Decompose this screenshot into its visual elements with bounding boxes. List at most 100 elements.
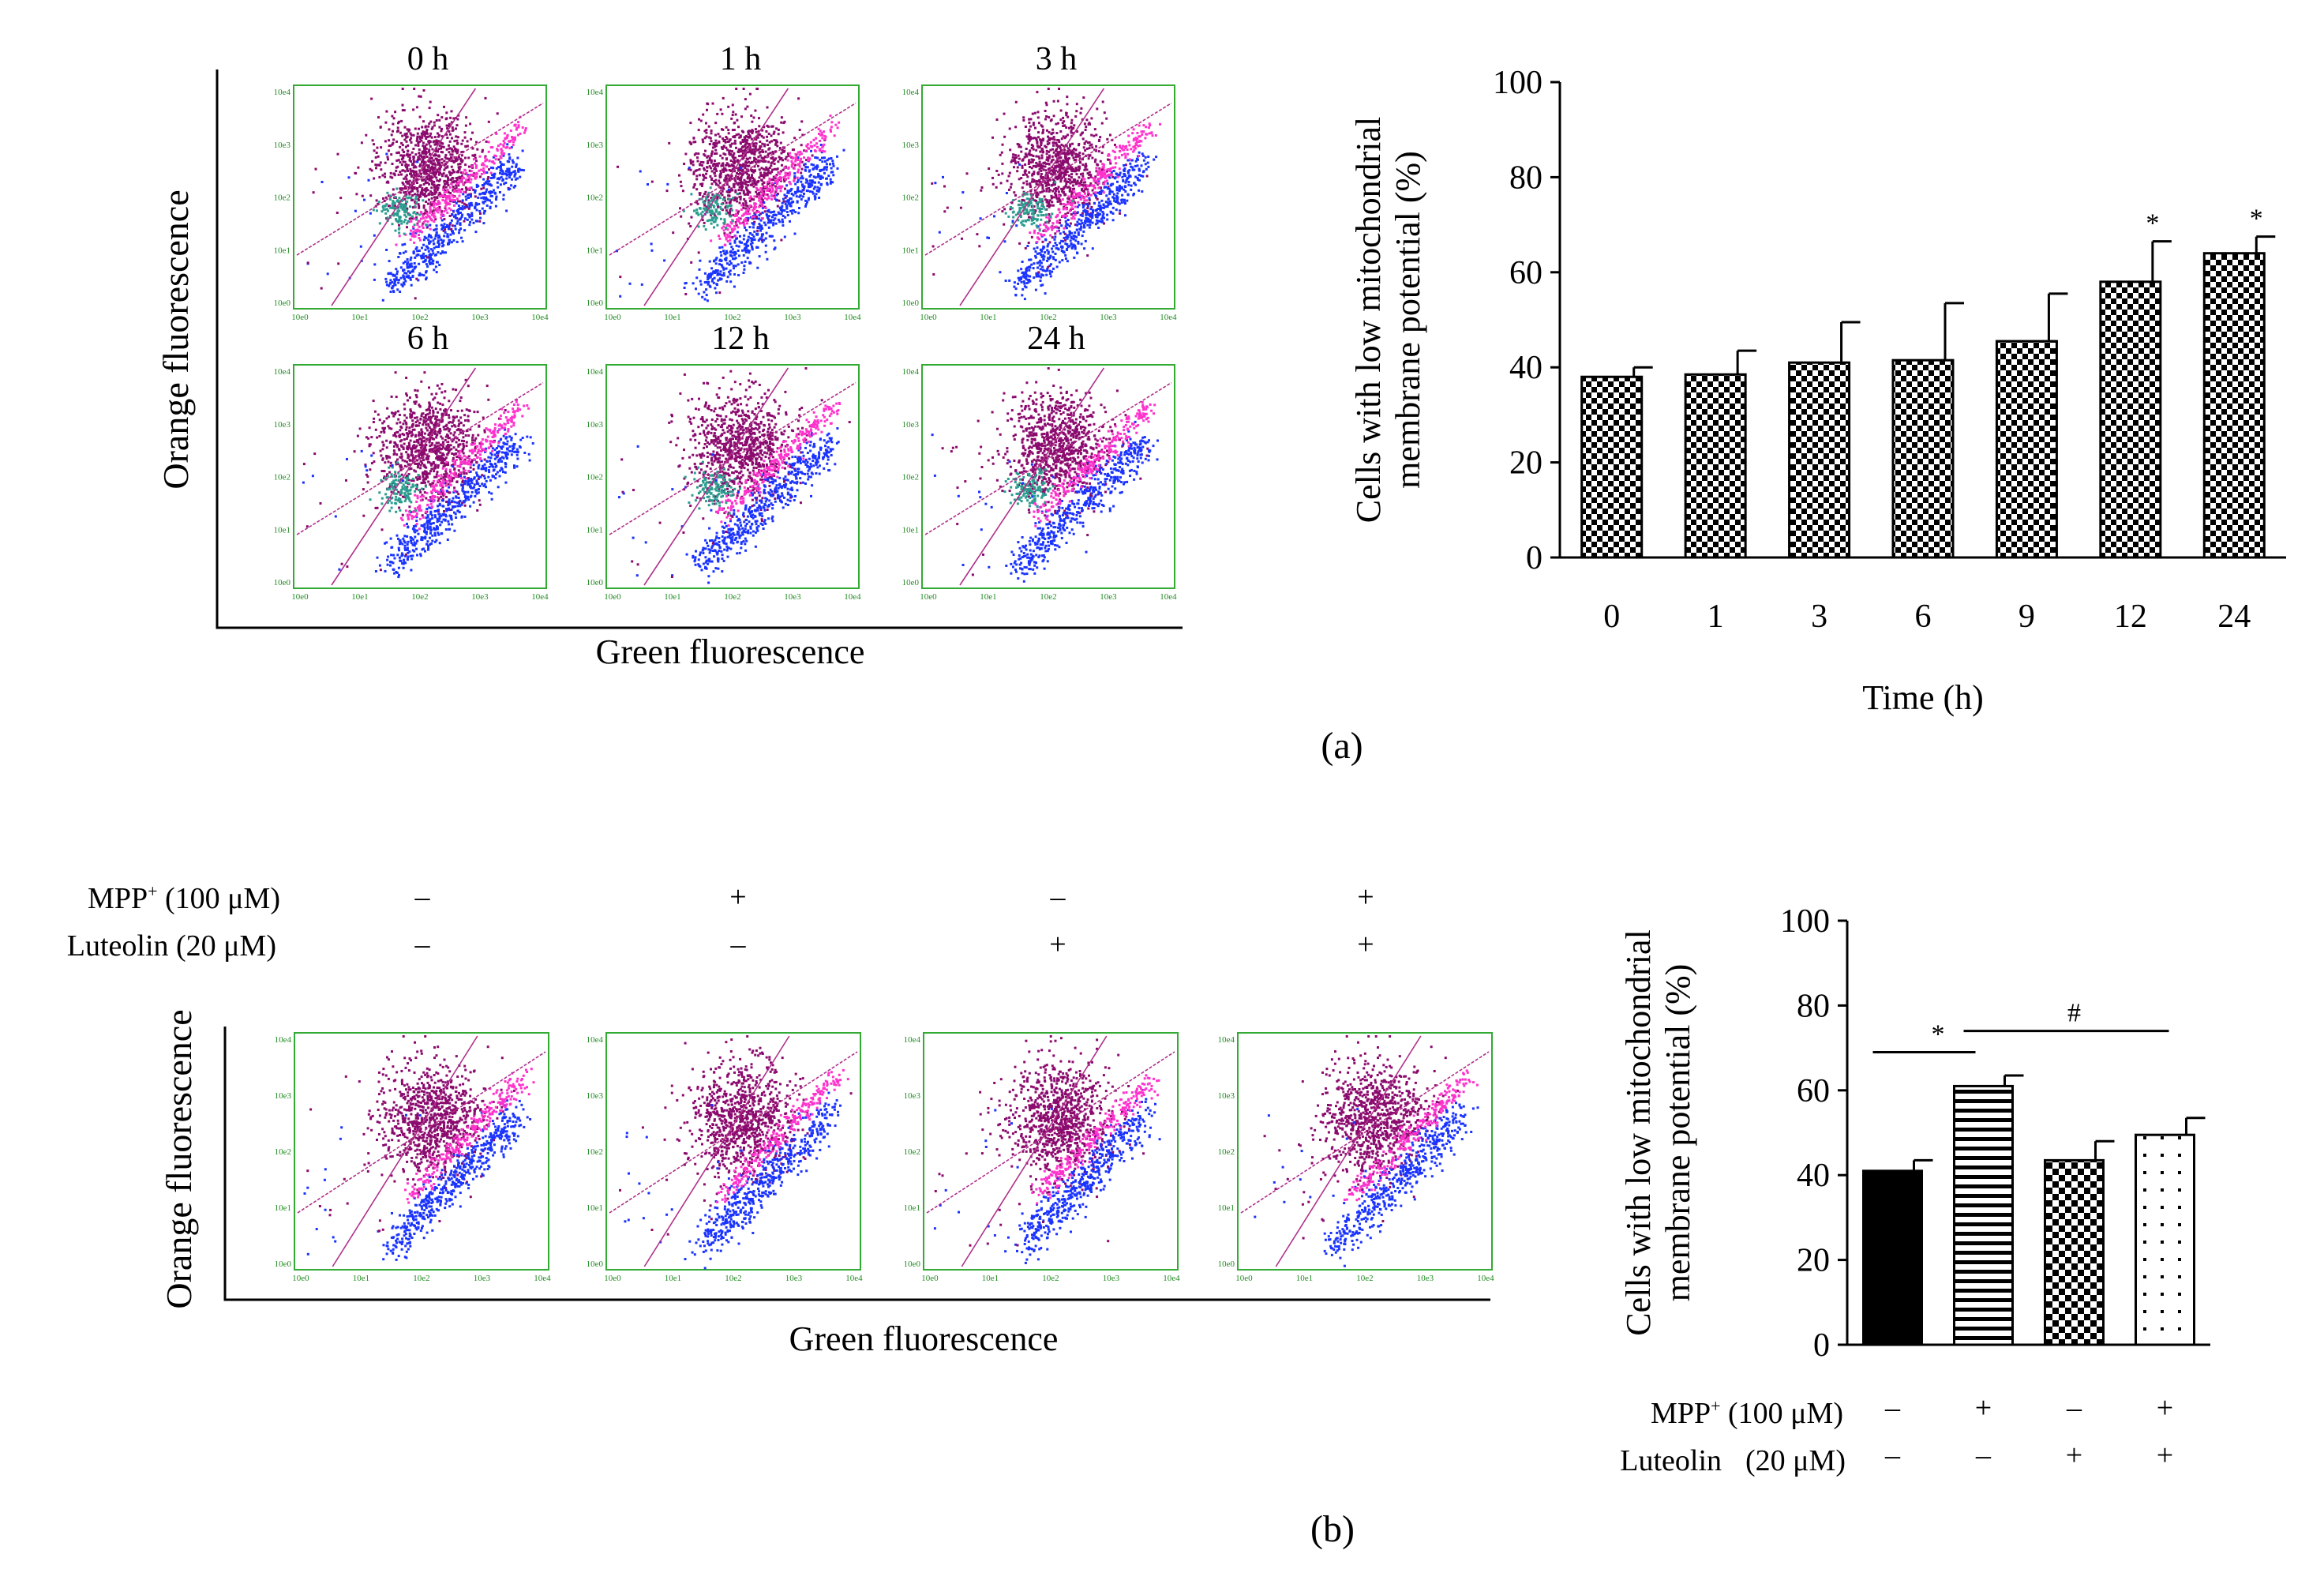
flow-y-tick-label: 10e3 (902, 420, 920, 430)
bar (2202, 252, 2266, 559)
flow-x-tick-label: 10e4 (1160, 313, 1177, 322)
flow-y-tick-label: 10e3 (587, 420, 604, 430)
chart-b-luteolin-sign: – (1975, 1439, 1992, 1472)
flow-y-tick-label: 10e0 (587, 578, 604, 587)
flow-x-tick-label: 10e2 (411, 592, 428, 602)
y-tick-label: 60 (1509, 255, 1542, 291)
treatment-luteolin-sign: + (1049, 928, 1066, 961)
flow-gate-line (609, 1051, 858, 1214)
flow-x-tick-label: 10e4 (844, 592, 861, 602)
y-tick-label: 60 (1797, 1073, 1830, 1109)
treatment-mpp-sign: + (729, 880, 746, 914)
flow-y-tick-label: 10e4 (274, 88, 291, 97)
flow-x-tick-label: 10e4 (531, 592, 549, 602)
chart-b-treatment-label-mpp: MPP+ (100 μM) (1651, 1396, 1843, 1430)
flow-x-tick-label: 10e0 (920, 313, 937, 322)
bar (2135, 1133, 2195, 1346)
panel-b-label: (b) (1310, 1508, 1355, 1550)
chart-b-mpp-sign: – (2066, 1391, 2082, 1424)
chart-b-luteolin-sign: – (1884, 1439, 1901, 1472)
y-tick-label: 0 (1813, 1327, 1830, 1364)
flow-gate-line (297, 1051, 546, 1214)
flow-dots (933, 1035, 1161, 1264)
flow-x-tick-label: 10e0 (604, 1274, 621, 1283)
flow-x-tick-label: 10e2 (1356, 1274, 1373, 1283)
panel-b-treatment-header: MPP+ (100 μM) Luteolin (20 μM) – + – + – – + + (67, 880, 1374, 963)
bar (1953, 1084, 2014, 1346)
flow-y-tick-label: 10e1 (902, 246, 919, 255)
flow-y-tick-label: 10e4 (1218, 1035, 1235, 1045)
significance-marker: * (2250, 205, 2263, 234)
flow-y-tick-label: 10e4 (902, 367, 920, 377)
flow-x-tick-label: 10e1 (353, 1274, 369, 1283)
flow-dots (306, 88, 527, 302)
flow-plot: 3 h 10e0 10e1 10e2 10e3 10e4 10e0 10e1 10e2 10e3 1… (902, 41, 1178, 322)
flow-x-tick-label: 10e0 (920, 592, 937, 602)
flow-gate-line (331, 367, 477, 586)
flow-gate-line (296, 381, 544, 535)
flow-gate-line (961, 1035, 1108, 1267)
flow-y-tick-label: 10e2 (274, 473, 290, 482)
flow-y-tick-label: 10e2 (587, 473, 603, 482)
bar (1788, 361, 1851, 559)
flow-gate-line (609, 102, 857, 256)
panel-a-label: (a) (1321, 725, 1363, 767)
panel-a-flow-ylabel: Orange fluorescence (156, 190, 196, 489)
flow-y-tick-label: 10e3 (275, 1091, 292, 1101)
bar (1995, 340, 2058, 559)
flow-y-tick-label: 10e3 (902, 141, 920, 150)
flow-plot: 12 h 10e0 10e1 10e2 10e3 10e4 10e0 10e1 10e2 10e3… (587, 321, 862, 602)
flow-y-tick-label: 10e2 (587, 193, 603, 203)
flow-plot-title: 6 h (407, 321, 449, 357)
chart-b-mpp-sign: – (1884, 1391, 1901, 1424)
flow-x-tick-label: 10e2 (725, 1274, 741, 1283)
flow-plot-border (921, 84, 1175, 310)
flow-y-tick-label: 10e4 (275, 1035, 292, 1045)
x-tick-label: 6 (1915, 599, 1932, 635)
treatment-luteolin-sign: + (1357, 928, 1374, 961)
flow-x-tick-label: 10e2 (1042, 1274, 1059, 1283)
flow-plot-border (921, 364, 1175, 589)
bar (1862, 1169, 1923, 1346)
flow-x-tick-label: 10e3 (785, 1274, 803, 1283)
chart-b-mpp-sign: + (1975, 1391, 1992, 1424)
flow-y-tick-label: 10e1 (587, 246, 603, 255)
flow-plot-border (605, 1032, 861, 1271)
flow-x-tick-label: 10e3 (784, 313, 801, 322)
treatment-mpp-sign: – (1050, 880, 1066, 914)
treatment-mpp-sign: + (1357, 880, 1374, 914)
chart-b-mpp-sign: + (2157, 1391, 2173, 1424)
chart-b-treatment-label-luteolin: Luteolin (20 μM) (1620, 1444, 1846, 1477)
significance-label: * (1932, 1019, 1945, 1049)
flow-x-tick-label: 10e1 (980, 313, 996, 322)
y-tick-label: 20 (1509, 445, 1542, 482)
flow-gate-line (643, 88, 789, 306)
flow-gate-line (926, 1051, 1175, 1214)
flow-y-tick-label: 10e1 (904, 1203, 920, 1213)
flow-x-tick-label: 10e0 (604, 592, 621, 602)
flow-plot-title: 1 h (720, 41, 762, 77)
flow-plot: 6 h 10e0 10e1 10e2 10e3 10e4 10e0 10e1 10e2 10e3 1… (274, 321, 549, 602)
flow-x-tick-label: 10e4 (1163, 1274, 1180, 1283)
treatment-label-mpp: MPP+ (100 μM) (88, 881, 280, 915)
flow-y-tick-label: 10e3 (587, 141, 604, 150)
flow-gate-line (1240, 1051, 1490, 1214)
flow-x-tick-label: 10e2 (724, 592, 740, 602)
flow-dots (931, 367, 1159, 583)
flow-x-tick-label: 10e3 (474, 1274, 491, 1283)
flow-y-tick-label: 10e1 (587, 525, 603, 535)
flow-y-tick-label: 10e1 (587, 1203, 603, 1213)
flow-plot: 1 h 10e0 10e1 10e2 10e3 10e4 10e0 10e1 10e2 10e3 1… (587, 41, 862, 322)
flow-y-tick-label: 10e1 (275, 1203, 291, 1213)
y-tick-label: 100 (1493, 65, 1542, 101)
flow-x-tick-label: 10e2 (1040, 592, 1056, 602)
flow-dots (302, 371, 534, 579)
treatment-label-luteolin: Luteolin (20 μM) (67, 929, 276, 963)
flow-gate-line (1275, 1035, 1422, 1267)
flow-gate-line (643, 1035, 790, 1267)
flow-x-tick-label: 10e3 (471, 592, 489, 602)
flow-x-tick-label: 10e4 (1160, 592, 1177, 602)
flow-gate-line (332, 1035, 478, 1267)
flow-x-tick-label: 10e1 (664, 592, 680, 602)
